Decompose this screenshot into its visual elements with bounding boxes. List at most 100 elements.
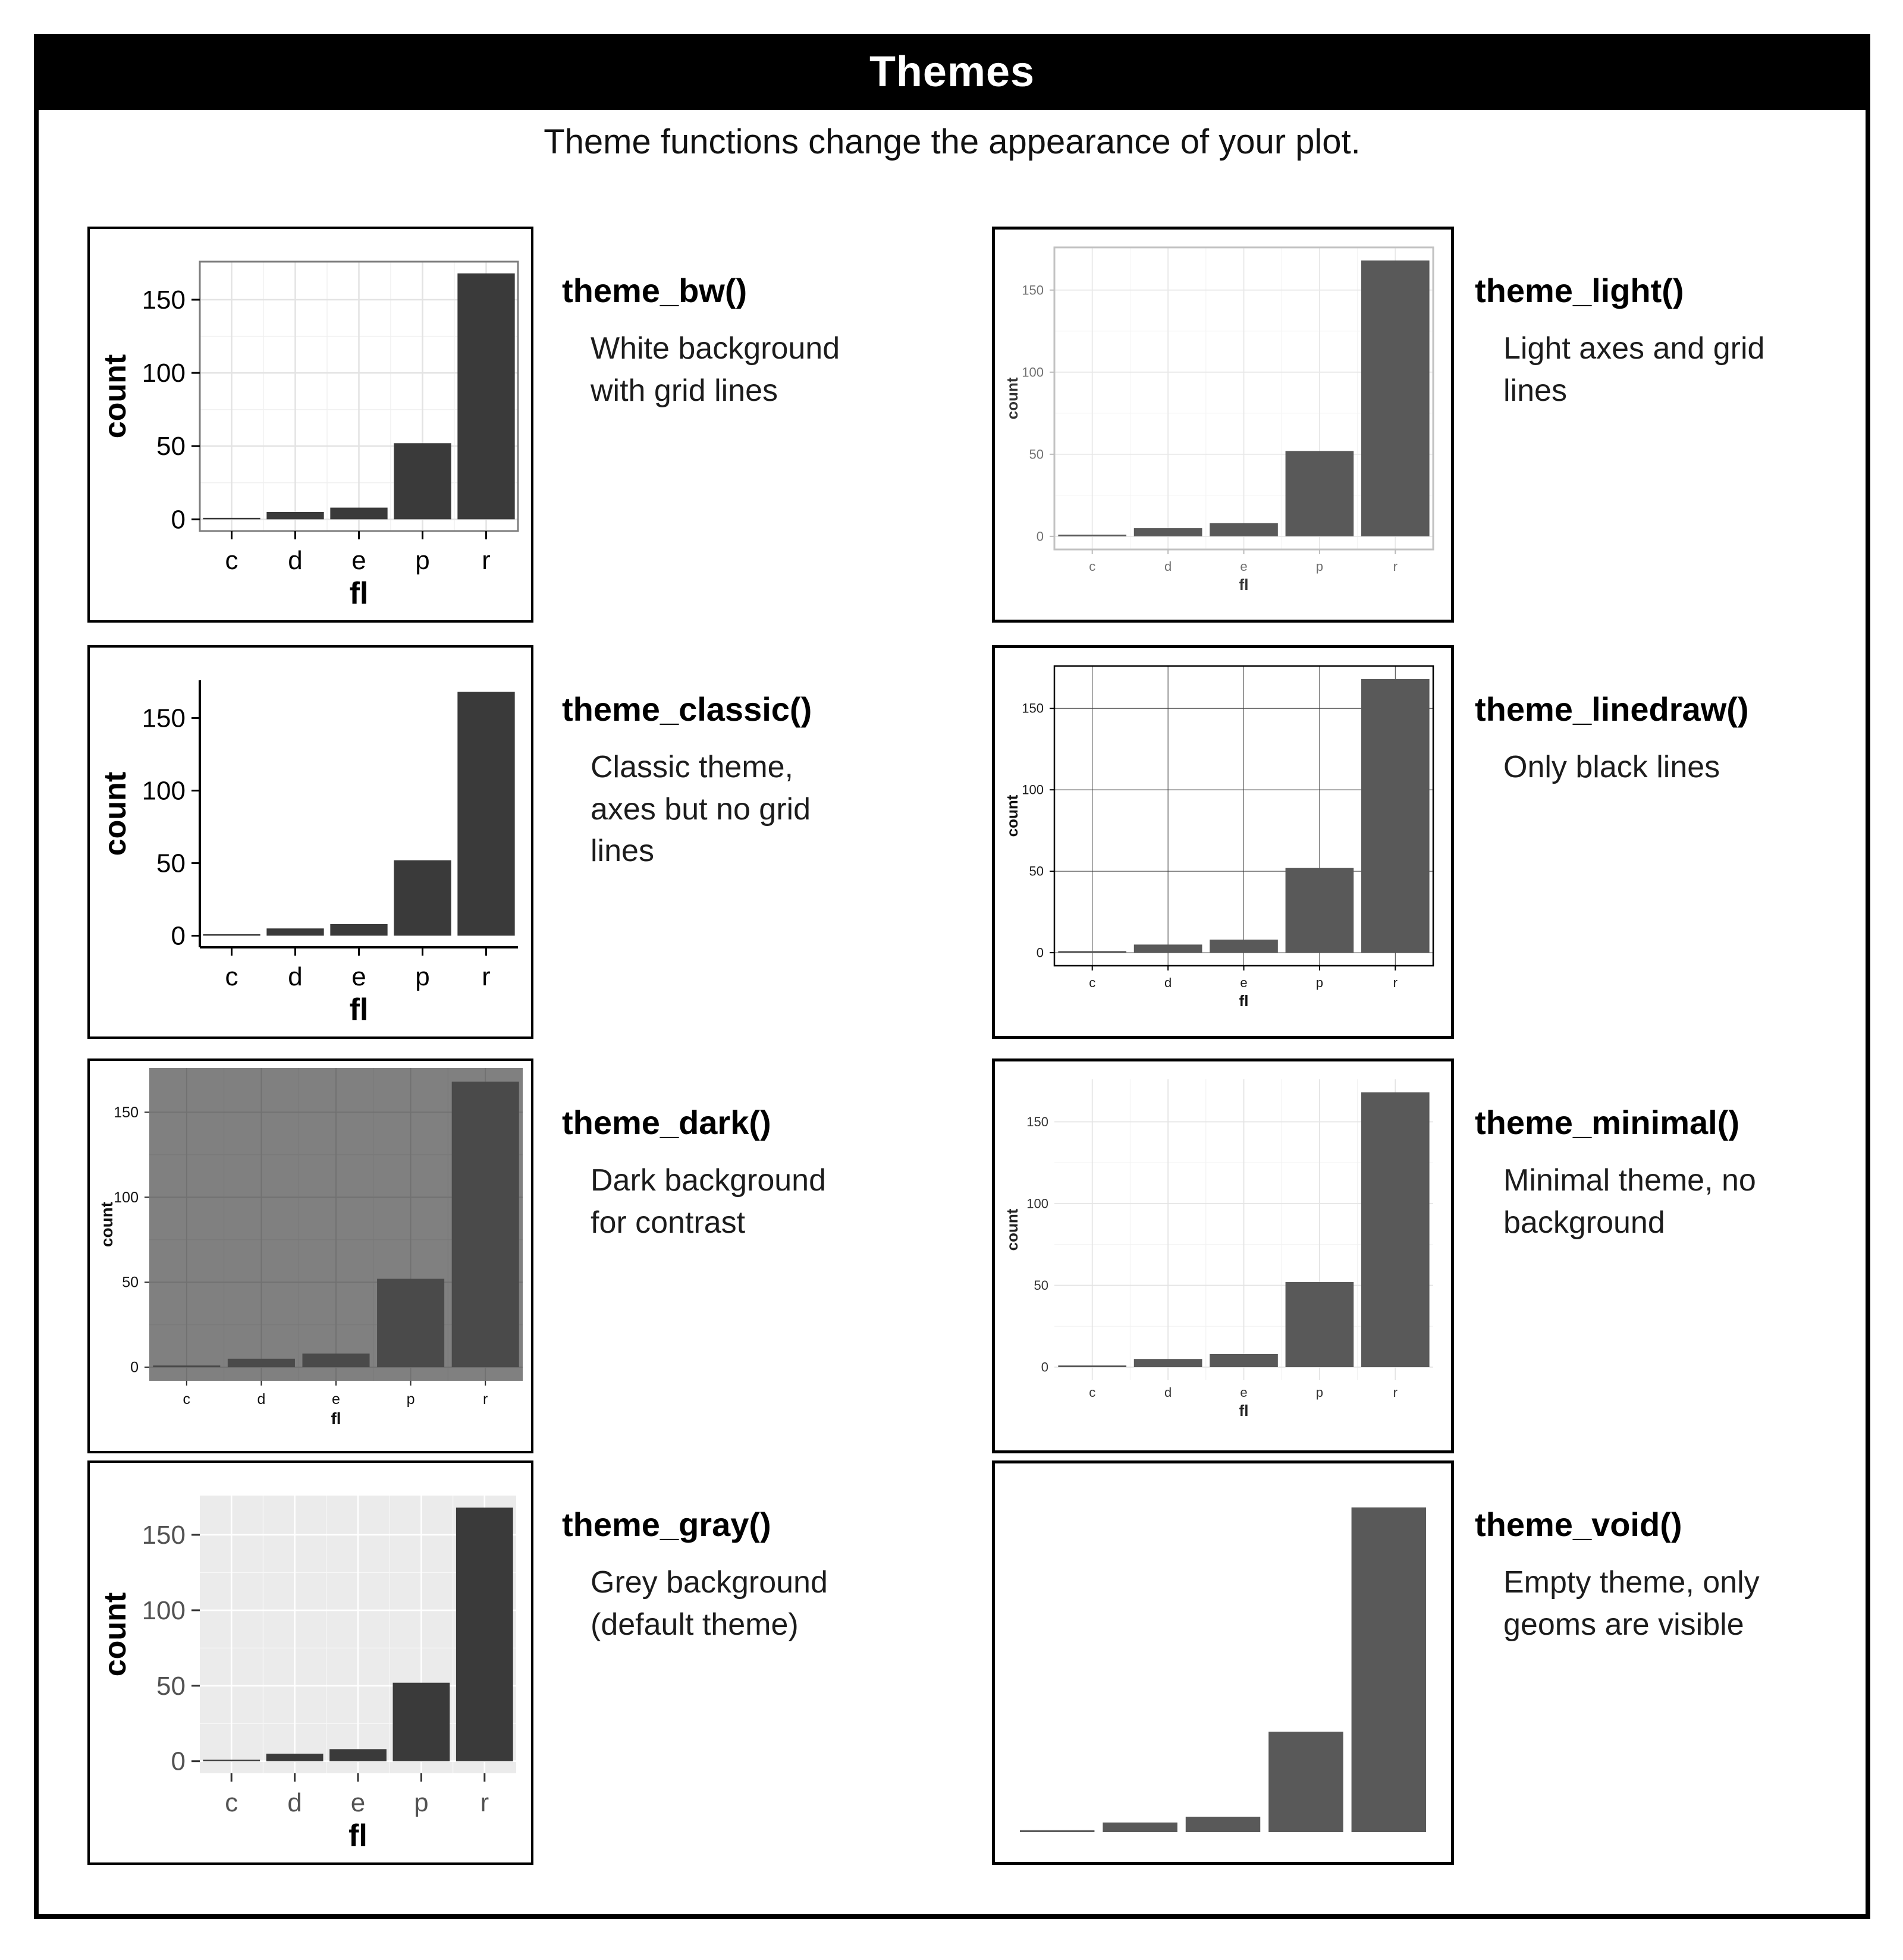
section-title-bar: Themes — [34, 34, 1870, 110]
svg-text:100: 100 — [1022, 365, 1044, 379]
theme-minimal-chart-box: 0 50 100 150 c d e p r fl count — [992, 1058, 1454, 1453]
svg-text:c: c — [1089, 975, 1095, 990]
svg-text:fl: fl — [350, 992, 369, 1027]
theme-bw-chart-box: 0 50 100 150 c d e p r fl count — [87, 227, 533, 623]
svg-text:50: 50 — [1029, 447, 1044, 461]
theme-classic-text: theme_classic() Classic theme, axes but … — [562, 690, 943, 872]
svg-text:100: 100 — [142, 359, 186, 388]
svg-text:fl: fl — [331, 1409, 341, 1428]
theme-minimal-title: theme_minimal() — [1475, 1104, 1739, 1141]
theme-minimal-description: Minimal theme, no background — [1503, 1163, 1756, 1240]
theme-void-description: Empty theme, only geoms are visible — [1503, 1565, 1760, 1642]
svg-text:100: 100 — [1022, 783, 1044, 797]
svg-text:p: p — [414, 1788, 428, 1817]
theme-linedraw-text: theme_linedraw() Only black lines — [1475, 690, 1861, 789]
theme-bw-title: theme_bw() — [562, 272, 748, 309]
svg-text:count: count — [98, 772, 133, 856]
svg-text:fl: fl — [1239, 576, 1249, 593]
theme-minimal-text: theme_minimal() Minimal theme, no backgr… — [1475, 1103, 1861, 1243]
svg-text:d: d — [1164, 975, 1172, 990]
svg-text:0: 0 — [1037, 946, 1044, 960]
svg-text:100: 100 — [142, 776, 186, 805]
svg-text:d: d — [1164, 1385, 1172, 1400]
theme-classic-title: theme_classic() — [562, 690, 812, 728]
theme-linedraw-description: Only black lines — [1503, 750, 1720, 784]
theme-void-text: theme_void() Empty theme, only geoms are… — [1475, 1505, 1861, 1645]
theme-bw-chart: 0 50 100 150 c d e p r fl count — [98, 260, 519, 611]
theme-void-chart-box — [992, 1460, 1454, 1865]
svg-text:0: 0 — [171, 505, 186, 534]
svg-text:e: e — [1240, 559, 1247, 574]
theme-void-chart — [1019, 1507, 1427, 1832]
theme-gray-text: theme_gray() Grey background (default th… — [562, 1505, 943, 1645]
svg-text:r: r — [1393, 559, 1398, 574]
theme-light-title: theme_light() — [1475, 272, 1684, 309]
svg-text:p: p — [407, 1391, 415, 1408]
svg-text:r: r — [480, 1788, 489, 1817]
theme-dark-text: theme_dark() Dark background for contras… — [562, 1103, 943, 1243]
theme-gray-description: Grey background (default theme) — [591, 1565, 828, 1642]
svg-text:50: 50 — [156, 1672, 186, 1701]
section-title: Themes — [869, 48, 1035, 96]
theme-dark-chart: 0 50 100 150 c d e p r fl count — [98, 1068, 523, 1428]
svg-text:r: r — [1393, 1385, 1398, 1400]
theme-linedraw-title: theme_linedraw() — [1475, 690, 1749, 728]
svg-text:count: count — [98, 1592, 133, 1677]
svg-text:e: e — [351, 1788, 365, 1817]
svg-text:150: 150 — [114, 1104, 139, 1121]
svg-text:r: r — [482, 546, 491, 575]
svg-text:count: count — [1003, 794, 1021, 837]
svg-text:50: 50 — [1034, 1278, 1048, 1293]
svg-text:p: p — [1316, 975, 1323, 990]
svg-text:e: e — [351, 546, 366, 575]
svg-text:count: count — [1003, 1208, 1021, 1251]
theme-dark-chart-box: 0 50 100 150 c d e p r fl count — [87, 1058, 533, 1453]
svg-text:0: 0 — [1041, 1359, 1048, 1374]
theme-light-text: theme_light() Light axes and grid lines — [1475, 271, 1861, 412]
svg-text:p: p — [1316, 559, 1323, 574]
theme-dark-description: Dark background for contrast — [591, 1163, 826, 1240]
svg-text:fl: fl — [348, 1818, 368, 1853]
svg-text:0: 0 — [171, 921, 186, 950]
svg-text:0: 0 — [1037, 529, 1044, 544]
theme-light-description: Light axes and grid lines — [1503, 331, 1765, 408]
svg-text:c: c — [225, 962, 238, 991]
svg-text:d: d — [288, 962, 302, 991]
svg-text:d: d — [287, 1788, 302, 1817]
svg-text:150: 150 — [1022, 282, 1044, 297]
svg-text:r: r — [1393, 975, 1398, 990]
svg-text:e: e — [1240, 1385, 1247, 1400]
svg-text:fl: fl — [350, 576, 369, 611]
svg-text:50: 50 — [122, 1274, 139, 1291]
theme-classic-chart-box: 0 50 100 150 c d e p r fl count — [87, 645, 533, 1039]
theme-void-title: theme_void() — [1475, 1506, 1682, 1543]
theme-classic-chart: 0 50 100 150 c d e p r fl count — [98, 680, 518, 1027]
svg-text:150: 150 — [1022, 701, 1044, 716]
svg-text:r: r — [482, 962, 491, 991]
svg-text:0: 0 — [171, 1747, 186, 1776]
svg-text:e: e — [332, 1391, 340, 1408]
theme-dark-title: theme_dark() — [562, 1104, 771, 1141]
theme-bw-text: theme_bw() White background with grid li… — [562, 271, 943, 412]
theme-linedraw-chart-box: 0 50 100 150 c d e p r fl count — [992, 645, 1454, 1039]
theme-gray-chart-box: 0 50 100 150 c d e p r fl count — [87, 1460, 533, 1865]
svg-text:150: 150 — [142, 703, 186, 733]
svg-text:e: e — [1240, 975, 1247, 990]
svg-text:100: 100 — [142, 1596, 186, 1625]
svg-text:c: c — [183, 1391, 191, 1408]
svg-text:150: 150 — [142, 1521, 186, 1550]
theme-classic-description: Classic theme, axes but no grid lines — [591, 750, 811, 869]
svg-text:count: count — [98, 1202, 116, 1247]
svg-text:c: c — [1089, 559, 1095, 574]
theme-gray-title: theme_gray() — [562, 1506, 771, 1543]
svg-text:100: 100 — [114, 1189, 139, 1206]
section-subtitle: Theme functions change the appearance of… — [544, 122, 1361, 161]
svg-text:150: 150 — [1026, 1114, 1048, 1129]
svg-text:d: d — [257, 1391, 265, 1408]
svg-text:50: 50 — [1029, 864, 1044, 879]
theme-light-chart-box: 0 50 100 150 c d e p r fl count — [992, 227, 1454, 623]
svg-text:count: count — [1003, 377, 1021, 419]
svg-text:c: c — [1089, 1385, 1095, 1400]
theme-light-chart: 0 50 100 150 c d e p r fl count — [1003, 246, 1434, 593]
svg-text:p: p — [415, 546, 429, 575]
